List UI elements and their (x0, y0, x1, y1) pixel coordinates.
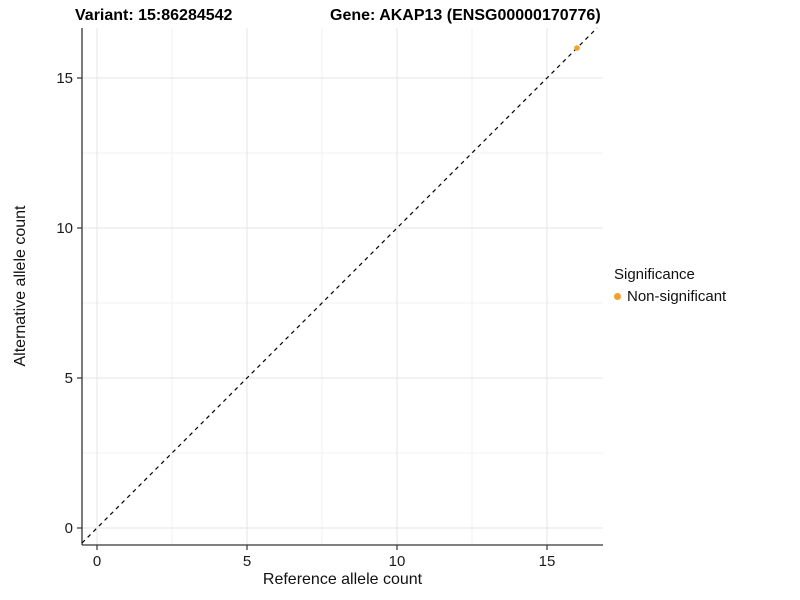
y-axis-title: Alternative allele count (12, 205, 29, 367)
variant-title: Variant: 15:86284542 (75, 7, 233, 24)
y-tick-label: 10 (56, 220, 73, 237)
x-tick-label: 10 (389, 553, 406, 570)
identity-line (81, 27, 598, 544)
x-tick-label: 0 (93, 553, 101, 570)
legend-title: Significance (614, 266, 695, 283)
x-tick-label: 5 (243, 553, 251, 570)
x-tick-label: 15 (539, 553, 556, 570)
legend-key-dot (614, 293, 621, 300)
legend: Significance Non-significant (614, 266, 726, 305)
legend-item: Non-significant (614, 288, 726, 305)
gene-title: Gene: AKAP13 (ENSG00000170776) (330, 7, 601, 24)
y-tick-label: 5 (65, 370, 73, 387)
y-tick-label: 15 (56, 70, 73, 87)
legend-item-label: Non-significant (627, 288, 727, 305)
x-axis-title: Reference allele count (262, 571, 423, 588)
data-point (574, 45, 580, 51)
y-tick-label: 0 (65, 520, 73, 537)
